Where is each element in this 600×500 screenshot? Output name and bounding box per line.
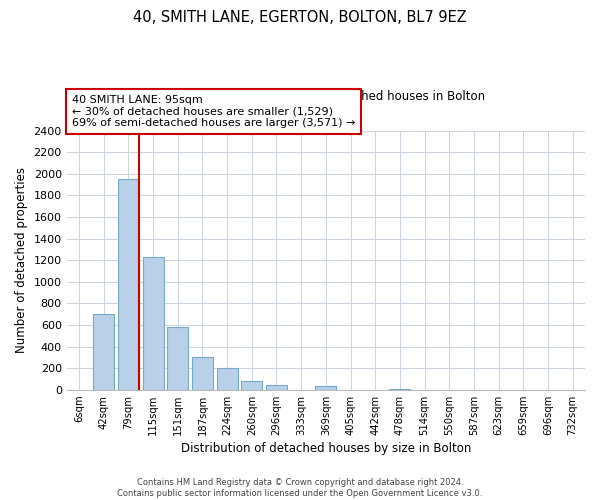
Bar — [389, 388, 410, 390]
Bar — [167, 327, 188, 390]
Bar — [93, 314, 114, 390]
Bar — [241, 381, 262, 390]
Bar — [217, 368, 238, 390]
Y-axis label: Number of detached properties: Number of detached properties — [15, 167, 28, 353]
Bar — [266, 385, 287, 390]
Bar — [143, 257, 164, 390]
Bar — [316, 386, 337, 390]
X-axis label: Distribution of detached houses by size in Bolton: Distribution of detached houses by size … — [181, 442, 471, 455]
Bar — [192, 358, 213, 390]
Text: Contains HM Land Registry data © Crown copyright and database right 2024.
Contai: Contains HM Land Registry data © Crown c… — [118, 478, 482, 498]
Text: 40, SMITH LANE, EGERTON, BOLTON, BL7 9EZ: 40, SMITH LANE, EGERTON, BOLTON, BL7 9EZ — [133, 10, 467, 25]
Bar — [118, 179, 139, 390]
Title: Size of property relative to detached houses in Bolton: Size of property relative to detached ho… — [166, 90, 485, 103]
Text: 40 SMITH LANE: 95sqm
← 30% of detached houses are smaller (1,529)
69% of semi-de: 40 SMITH LANE: 95sqm ← 30% of detached h… — [72, 95, 355, 128]
